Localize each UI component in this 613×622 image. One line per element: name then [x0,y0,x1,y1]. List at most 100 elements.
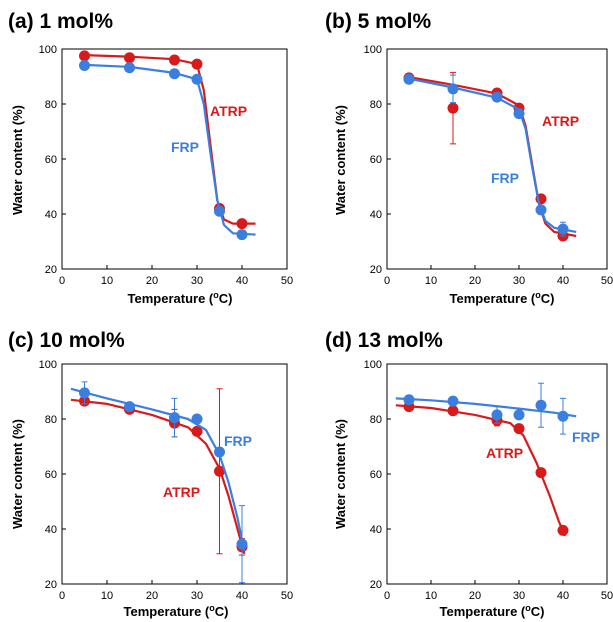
atrp-point-a-3 [191,58,203,70]
x-tick-label-d-0: 0 [384,590,390,602]
frp-point-c-5 [236,538,248,550]
y-tick-label-a-2: 60 [45,154,57,166]
frp-curve-b [408,77,577,233]
atrp-point-a-5 [236,218,248,230]
frp-label-a: FRP [171,139,199,155]
frp-point-b-4 [535,204,547,216]
frp-point-a-4 [214,205,225,217]
y-tick-label-d-3: 80 [370,414,382,426]
x-axis-label-b: Temperature (oC) [450,290,555,306]
y-tick-label-d-2: 60 [370,469,382,481]
frp-point-a-2 [169,68,180,80]
frp-point-d-2 [491,409,503,421]
y-tick-label-a-4: 100 [39,44,57,56]
x-tick-label-b-4: 40 [557,275,569,287]
x-axis-label-a: Temperature (oC) [128,290,233,306]
y-tick-label-d-4: 100 [364,359,382,371]
y-tick-label-c-2: 60 [45,469,57,481]
x-tick-label-a-0: 0 [59,275,65,287]
y-tick-label-a-3: 80 [45,99,57,111]
chart-panel-a: (a) 1 mol% Water content (%) Temperature… [8,10,293,306]
frp-point-d-4 [535,399,547,411]
x-tick-label-a-4: 40 [236,275,248,287]
frp-point-b-0 [403,73,415,85]
y-tick-label-b-3: 80 [370,99,382,111]
x-tick-label-a-2: 20 [146,275,158,287]
frp-point-b-2 [491,91,503,103]
frp-point-c-1 [124,401,135,413]
x-tick-label-d-3: 30 [513,590,525,602]
y-tick-label-b-4: 100 [364,44,382,56]
frp-point-d-1 [447,395,459,407]
x-tick-label-d-1: 10 [425,590,437,602]
plot-frame-d [386,363,608,585]
atrp-label-d: ATRP [486,445,523,461]
frp-curve-c [70,387,246,552]
frp-point-a-1 [124,62,135,74]
y-axis-label-a: Water content (%) [10,105,25,215]
y-tick-label-c-4: 100 [39,359,57,371]
y-tick-label-a-0: 20 [45,264,57,276]
atrp-point-c-3 [191,425,203,437]
x-tick-label-b-2: 20 [469,275,481,287]
x-tick-label-d-2: 20 [469,590,481,602]
y-axis-label-b: Water content (%) [333,105,348,215]
y-tick-label-c-0: 20 [45,579,57,591]
frp-point-d-0 [403,394,415,406]
y-tick-label-c-3: 80 [45,414,57,426]
y-tick-label-c-1: 40 [45,524,57,536]
y-tick-label-b-2: 60 [370,154,382,166]
atrp-point-d-5 [557,524,569,536]
chart-title-c: (c) 10 mol% [8,329,125,352]
atrp-label-c: ATRP [163,484,200,500]
atrp-point-c-4 [214,465,225,477]
atrp-point-a-1 [124,52,135,64]
x-tick-label-d-4: 40 [557,590,569,602]
x-tick-label-b-3: 30 [513,275,525,287]
atrp-point-b-1 [447,102,459,114]
x-tick-label-c-2: 20 [146,590,158,602]
frp-point-d-5 [557,410,569,422]
chart-title-b: (b) 5 mol% [325,10,431,33]
atrp-label-a: ATRP [210,103,247,119]
y-axis-label-d: Water content (%) [333,419,348,529]
x-tick-label-c-1: 10 [101,590,113,602]
frp-point-c-0 [79,387,90,399]
x-axis-label-c: Temperature (oC) [124,603,229,619]
chart-panel-c: (c) 10 mol% Water content (%) Temperatur… [8,329,293,619]
frp-label-d: FRP [572,429,600,445]
frp-label-b: FRP [491,170,519,186]
frp-curve-a [84,63,256,236]
x-tick-label-c-5: 50 [281,590,293,602]
chart-panel-d: (d) 13 mol% Water content (%) Temperatur… [325,329,613,619]
frp-point-c-3 [191,413,203,425]
y-axis-label-c: Water content (%) [10,419,25,529]
x-tick-label-a-5: 50 [281,275,293,287]
atrp-point-d-1 [447,405,459,417]
frp-point-c-4 [214,446,225,458]
chart-panel-b: (b) 5 mol% Water content (%) Temperature… [325,10,613,306]
y-tick-label-d-1: 40 [370,524,382,536]
frp-point-a-5 [236,229,248,241]
x-tick-label-c-0: 0 [59,590,65,602]
atrp-curve-d [395,404,567,537]
frp-label-c: FRP [224,433,252,449]
atrp-curve-a [84,54,256,225]
chart-title-a: (a) 1 mol% [8,10,113,33]
frp-point-c-2 [169,412,180,424]
frp-point-a-3 [191,73,203,85]
y-tick-label-d-0: 20 [370,579,382,591]
frp-point-b-5 [557,223,569,235]
atrp-point-d-4 [535,467,547,479]
frp-point-d-3 [513,409,525,421]
atrp-label-b: ATRP [542,113,579,129]
atrp-point-a-2 [169,54,180,66]
y-tick-label-b-0: 20 [370,264,382,276]
plot-frame-a [61,48,288,270]
atrp-curve-c [70,398,246,555]
y-tick-label-a-1: 40 [45,209,57,221]
plot-frame-c [61,363,288,585]
x-tick-label-b-1: 10 [425,275,437,287]
atrp-curve-b [408,76,577,238]
